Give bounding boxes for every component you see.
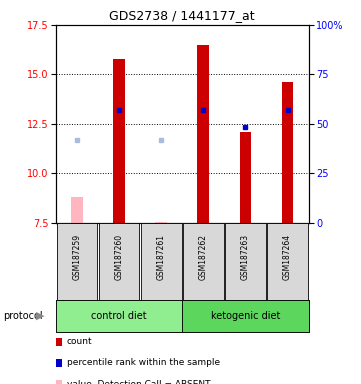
- Text: percentile rank within the sample: percentile rank within the sample: [67, 358, 220, 367]
- Text: ketogenic diet: ketogenic diet: [211, 311, 280, 321]
- Text: GSM187263: GSM187263: [241, 234, 250, 280]
- Bar: [113, 59, 125, 223]
- Text: GSM187259: GSM187259: [73, 234, 82, 280]
- Text: protocol: protocol: [4, 311, 43, 321]
- Text: GSM187261: GSM187261: [157, 234, 166, 280]
- Bar: [155, 222, 167, 223]
- Text: GSM187260: GSM187260: [115, 234, 123, 280]
- Bar: [71, 197, 83, 223]
- Title: GDS2738 / 1441177_at: GDS2738 / 1441177_at: [109, 9, 255, 22]
- Text: count: count: [67, 337, 92, 346]
- Text: GSM187264: GSM187264: [283, 234, 292, 280]
- Text: GSM187262: GSM187262: [199, 234, 208, 280]
- Bar: [197, 45, 209, 223]
- Text: control diet: control diet: [91, 311, 147, 321]
- Bar: [282, 82, 293, 223]
- Bar: [240, 132, 251, 223]
- Text: ▶: ▶: [36, 311, 45, 321]
- Text: value, Detection Call = ABSENT: value, Detection Call = ABSENT: [67, 379, 210, 384]
